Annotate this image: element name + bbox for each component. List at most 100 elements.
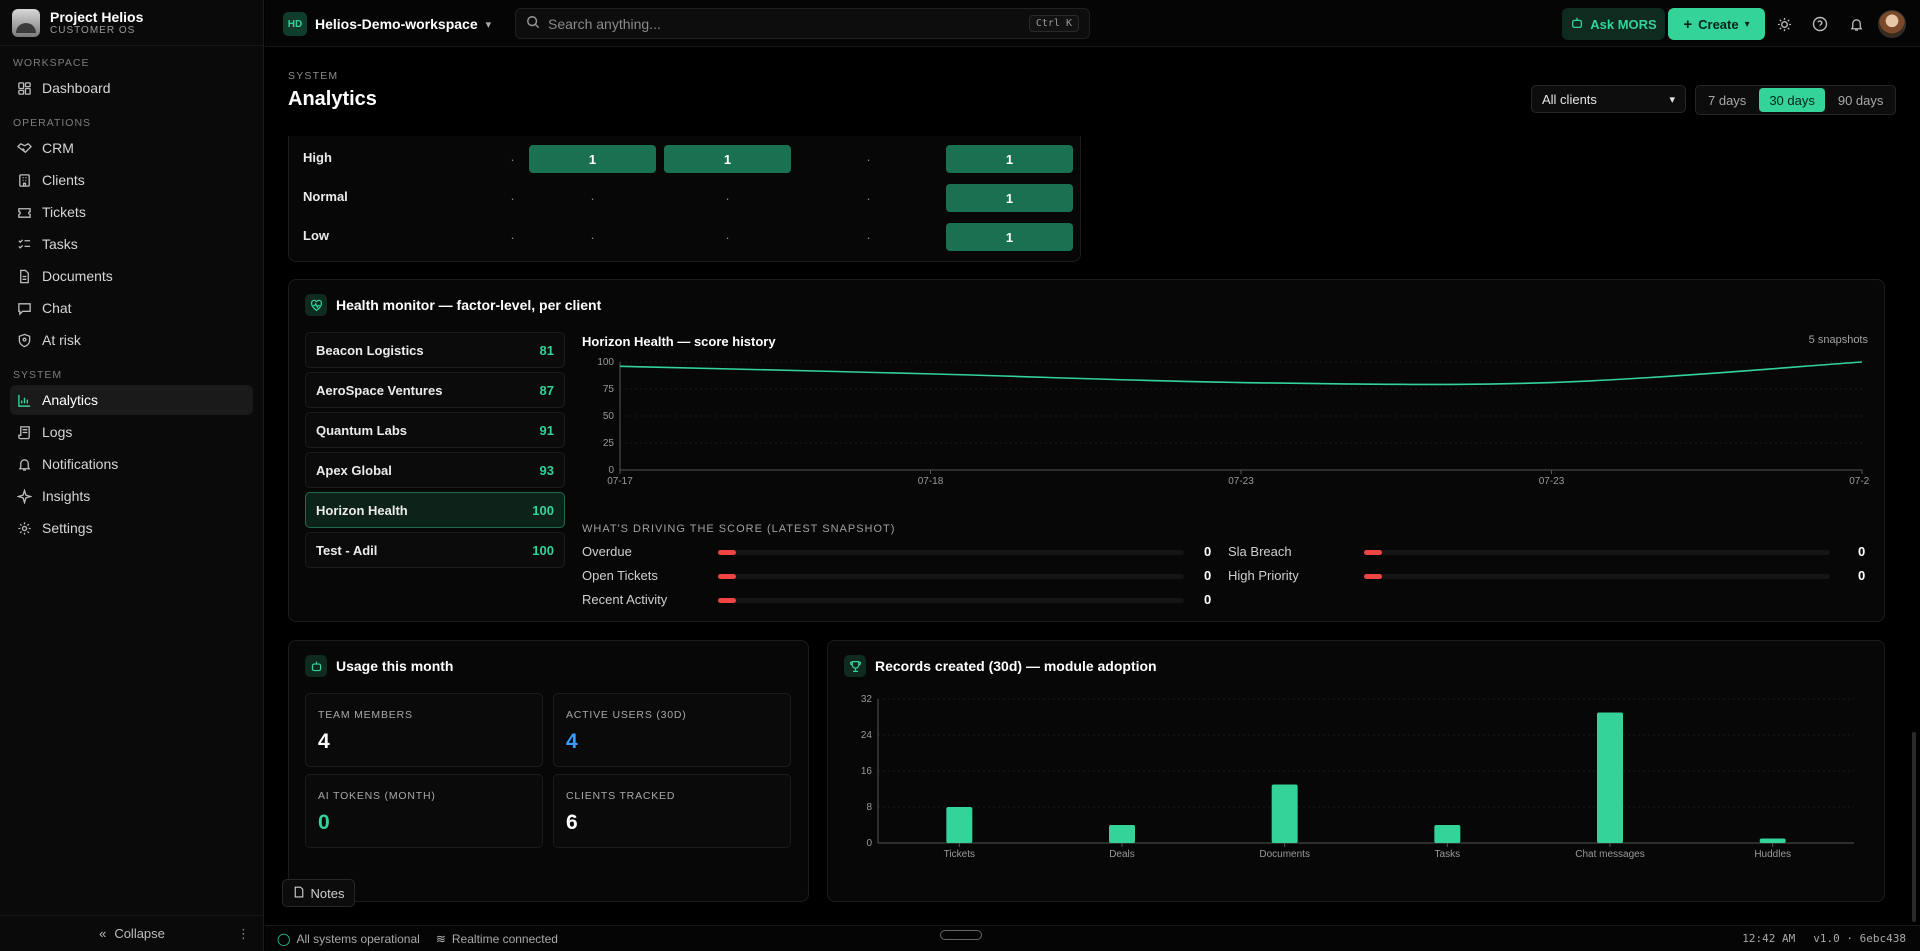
sidebar-item-crm[interactable]: CRM [10,133,253,163]
driver-value: 0 [1204,592,1212,607]
priority-cell[interactable]: 1 [946,145,1073,173]
nav-section-system: SYSTEM [13,369,63,381]
plus-icon: + [1683,15,1693,33]
notes-label: Notes [310,885,345,901]
driver-bar [1364,574,1830,579]
help-icon[interactable] [1810,14,1830,34]
driver-overdue: Overdue 0 [582,543,1222,561]
notes-button[interactable]: Notes [282,879,355,907]
client-score-item-selected[interactable]: Horizon Health 100 [305,492,565,528]
brand-name: Project Helios [50,8,144,25]
priority-row-low: Low · · · · 1 [289,218,1082,257]
range-7-days-button[interactable]: 7 days [1698,88,1756,112]
usage-title: Usage this month [336,658,454,674]
sidebar-item-label: Clients [42,172,85,188]
stat-active-users: ACTIVE USERS (30D) 4 [553,693,791,767]
dashboard-icon [16,80,32,96]
sidebar-item-chat[interactable]: Chat [10,293,253,323]
topbar: HD Helios-Demo-workspace ▾ Ctrl K Ask MO… [265,0,1920,47]
chevron-down-icon: ▾ [1669,93,1675,106]
sidebar-item-notifications[interactable]: Notifications [10,449,253,479]
sidebar-item-documents[interactable]: Documents [10,261,253,291]
brand[interactable]: Project Helios CUSTOMER OS [0,0,263,46]
bar [1597,712,1623,843]
client-score-item[interactable]: Quantum Labs 91 [305,412,565,448]
sidebar-item-tasks[interactable]: Tasks [10,229,253,259]
priority-label: High [303,150,332,165]
sidebar-item-insights[interactable]: Insights [10,481,253,511]
sidebar-item-tickets[interactable]: Tickets [10,197,253,227]
stat-value: 4 [566,730,578,753]
sidebar-item-clients[interactable]: Clients [10,165,253,195]
sidebar: Project Helios CUSTOMER OS WORKSPACE Das… [0,0,264,951]
notifications-icon[interactable] [1846,14,1866,34]
sidebar-item-label: Settings [42,520,93,536]
chat-icon [16,300,32,316]
driver-bar [718,598,1184,603]
chevron-down-icon: ▾ [1744,18,1750,30]
sidebar-item-label: Analytics [42,392,99,408]
priority-cell[interactable]: 1 [664,145,791,173]
y-tick-label: 25 [603,438,615,449]
y-tick-label: 8 [866,802,872,813]
priority-cell: · [725,190,730,206]
client-score-item[interactable]: AeroSpace Ventures 87 [305,372,565,408]
scrollbar-thumb[interactable] [1912,732,1916,922]
client-score-list: Beacon Logistics 81 AeroSpace Ventures 87 … [305,332,565,572]
sidebar-item-logs[interactable]: Logs [10,417,253,447]
sidebar-item-label: CRM [42,140,74,156]
client-score-item[interactable]: Apex Global 93 [305,452,565,488]
sidebar-item-settings[interactable]: Settings [10,513,253,543]
note-icon [293,886,305,901]
priority-cell[interactable]: 1 [529,145,656,173]
range-90-days-button[interactable]: 90 days [1828,88,1894,112]
workspace-switcher[interactable]: HD Helios-Demo-workspace ▾ [283,12,491,36]
ask-mors-button[interactable]: Ask MORS [1562,8,1665,40]
driver-label: Overdue [582,544,632,559]
sidebar-item-label: Chat [42,300,72,316]
bar [1434,825,1461,843]
score-history-count: 5 snapshots [1808,334,1868,346]
y-tick-label: 100 [597,357,614,368]
tasks-icon [16,236,32,252]
client-name: Beacon Logistics [316,342,424,358]
create-button[interactable]: + Create ▾ [1668,8,1765,40]
drivers-title: WHAT'S DRIVING THE SCORE (LATEST SNAPSHO… [582,523,896,535]
driver-bar [718,550,1184,555]
sidebar-item-label: Tasks [42,236,78,252]
stat-value: 4 [318,730,330,753]
priority-cell: · [590,190,595,206]
search-input[interactable] [548,15,1021,32]
client-score-item[interactable]: Test - Adil 100 [305,532,565,568]
client-score-item[interactable]: Beacon Logistics 81 [305,332,565,368]
nav-section-workspace: WORKSPACE [13,57,90,69]
records-title: Records created (30d) — module adoption [875,658,1157,674]
date-range-toggle: 7 days 30 days 90 days [1695,85,1897,115]
client-score: 87 [539,382,554,398]
x-tick-label: 07-17 [607,476,633,487]
range-30-days-button[interactable]: 30 days [1759,88,1825,112]
priority-label: Low [303,228,329,243]
user-avatar[interactable] [1878,10,1906,38]
usage-card: Usage this month TEAM MEMBERS 4 ACTIVE U… [288,640,809,902]
systems-status-text: All systems operational [296,932,420,946]
sparkle-icon [16,488,32,504]
search-bar[interactable]: Ctrl K [515,8,1090,39]
client-filter-select[interactable]: All clients ▾ [1531,85,1686,113]
priority-cell[interactable]: 1 [946,223,1073,251]
sidebar-item-dashboard[interactable]: Dashboard [10,73,253,103]
status-bar: ◯ All systems operational ≋ Realtime conne… [265,925,1920,951]
theme-toggle-icon[interactable] [1774,14,1794,34]
panel-resize-handle[interactable] [940,930,982,940]
sidebar-item-analytics[interactable]: Analytics [10,385,253,415]
sidebar-item-label: Documents [42,268,113,284]
sidebar-item-at-risk[interactable]: At risk [10,325,253,355]
shield-icon [16,332,32,348]
bar [946,807,973,843]
collapse-button[interactable]: « Collapse ⋮ [0,915,264,951]
chevron-down-icon: ▾ [485,18,492,31]
priority-cell[interactable]: 1 [946,184,1073,212]
priority-cell: · [866,190,871,206]
driver-value: 0 [1204,568,1212,583]
drag-handle-icon[interactable]: ⋮ [237,925,250,941]
